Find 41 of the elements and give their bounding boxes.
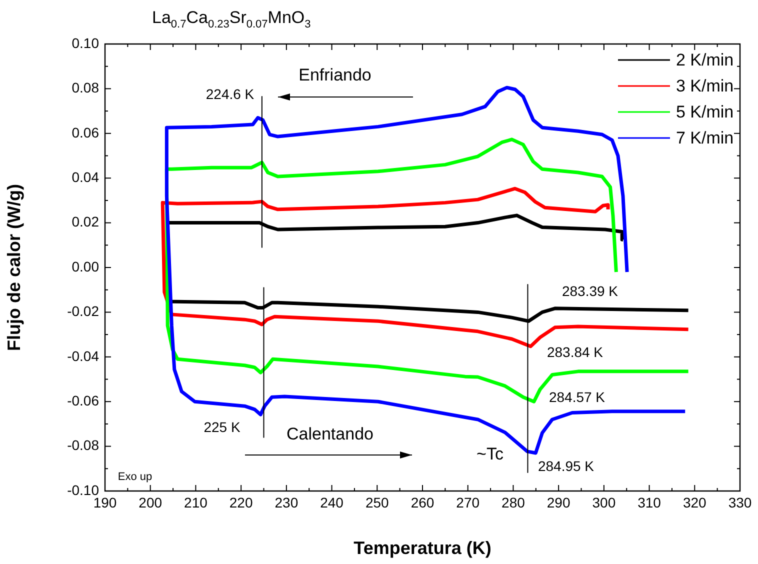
annotation: 225 K [204, 418, 241, 435]
annotation: 284.57 K [548, 388, 606, 405]
y-tick-label: -0.02 [67, 303, 100, 320]
x-tick-label: 250 [365, 494, 390, 510]
annotation: Calentando [286, 424, 374, 444]
y-tick-label: -0.04 [67, 348, 100, 364]
annotation: 283.39 K [562, 282, 619, 299]
x-tick-label: 320 [682, 494, 707, 510]
x-tick-label: 280 [502, 494, 526, 510]
x-tick-label: 220 [229, 494, 253, 510]
annotation: 283.84 K [546, 344, 604, 360]
x-tick-label: 230 [274, 494, 298, 510]
annotation: Enfriando [298, 66, 372, 85]
y-tick-label: 0.00 [72, 258, 100, 274]
legend-label: 3 K/min [676, 76, 734, 96]
y-tick-label: 0.08 [72, 80, 100, 96]
legend-label: 5 K/min [676, 102, 734, 122]
x-tick-label: 200 [138, 494, 162, 510]
y-tick-label: 0.10 [72, 34, 100, 51]
x-tick-label: 240 [320, 494, 344, 510]
y-tick-label: -0.08 [67, 437, 100, 454]
x-tick-label: 290 [546, 494, 570, 510]
y-axis-title: Flujo de calor (W/g) [4, 184, 24, 351]
y-tick-label: 0.04 [72, 168, 100, 185]
annotation: 224.6 K [206, 86, 255, 102]
y-tick-label: 0.02 [72, 214, 100, 230]
x-tick-label: 310 [638, 494, 662, 510]
x-tick-label: 210 [184, 494, 208, 510]
x-tick-label: 270 [456, 494, 480, 510]
x-tick-label: 260 [410, 494, 434, 510]
y-tick-label: -0.06 [67, 392, 100, 408]
legend-label: 2 K/min [676, 50, 734, 70]
y-tick-label: 0.06 [72, 124, 100, 140]
x-axis-title: Temperatura (K) [354, 538, 492, 558]
legend-label: 7 K/min [676, 128, 734, 148]
annotation: 284.95 K [538, 458, 595, 474]
annotation: Exo up [118, 471, 152, 484]
chart-title: La$_{0.7}$Ca$_{0.23}$Sr$_{0.07}$MnO$_{3}$ [152, 8, 311, 30]
annotation: ~Tc [476, 444, 504, 464]
x-tick-label: 300 [592, 494, 616, 510]
x-tick-label: 330 [728, 494, 752, 510]
